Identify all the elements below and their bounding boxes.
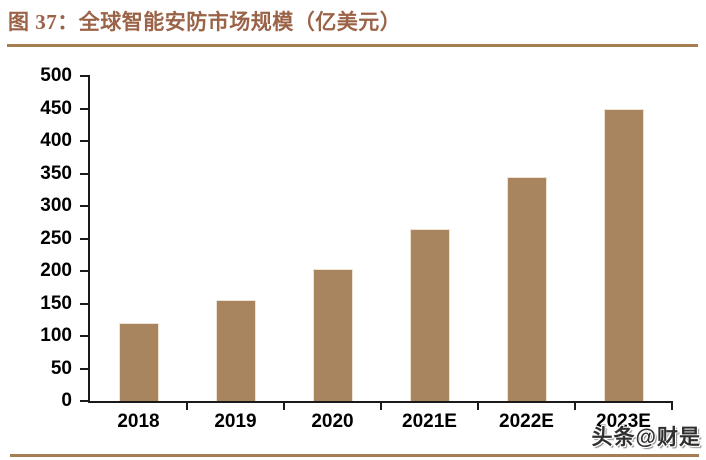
- chart-title: 图 37：全球智能安防市场规模（亿美元）: [8, 10, 402, 34]
- x-tick-mark: [186, 401, 188, 410]
- bar: [603, 108, 644, 401]
- y-tick-label: 200: [40, 260, 72, 281]
- y-tick-mark: [80, 237, 90, 240]
- y-tick-mark: [80, 302, 90, 305]
- x-tick-label: 2018: [117, 411, 160, 432]
- y-tick-label: 400: [40, 130, 72, 151]
- y-tick-mark: [80, 75, 90, 77]
- x-tick-label: 2021E: [402, 411, 457, 432]
- y-tick-label: 0: [61, 390, 72, 411]
- y-tick-label: 150: [40, 292, 72, 314]
- bar: [312, 269, 353, 401]
- y-tick-mark: [80, 172, 90, 175]
- y-tick-label: 450: [40, 97, 72, 119]
- x-tick-mark: [477, 401, 479, 410]
- bar-chart-plot-area: 0 50 100 150 200 250 300 350 400 450 500 2018 2019 20…: [40, 65, 673, 432]
- y-tick-label: 300: [40, 195, 72, 216]
- y-tick-label: 500: [40, 65, 72, 86]
- x-tick-mark: [574, 401, 576, 410]
- y-tick-mark: [80, 335, 90, 337]
- y-tick-mark: [80, 270, 90, 272]
- y-tick-mark: [80, 400, 90, 402]
- x-tick-label: 2023E: [596, 411, 651, 432]
- y-tick-label: 350: [40, 162, 72, 184]
- bar: [409, 228, 450, 401]
- bar: [215, 300, 256, 401]
- x-tick-mark: [671, 401, 673, 410]
- x-tick-label: 2022E: [499, 411, 554, 432]
- x-tick-label: 2020: [311, 411, 354, 432]
- y-tick-label: 100: [40, 325, 72, 346]
- bar: [118, 323, 159, 401]
- x-tick-mark: [380, 401, 382, 410]
- y-tick-label: 250: [40, 227, 72, 249]
- title-underline: [7, 44, 698, 47]
- y-tick-mark: [80, 107, 90, 110]
- y-tick-mark: [80, 140, 90, 142]
- y-tick-mark: [80, 367, 90, 370]
- x-tick-label: 2019: [214, 411, 257, 432]
- bar: [506, 176, 547, 401]
- figure-bottom-rule: [10, 454, 699, 457]
- x-tick-mark: [283, 401, 285, 410]
- watermark: 头条@财是: [591, 426, 701, 449]
- y-tick-label: 50: [50, 357, 72, 379]
- y-tick-mark: [80, 205, 90, 207]
